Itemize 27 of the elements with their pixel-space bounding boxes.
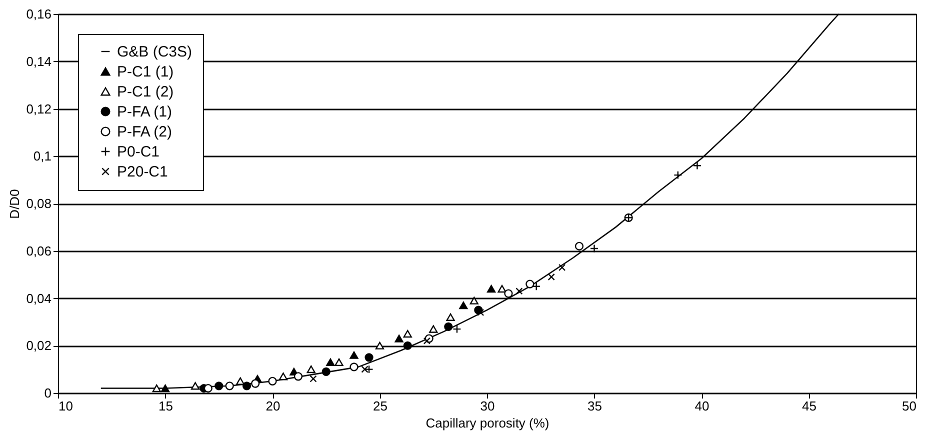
x-tick-label: 10 bbox=[58, 398, 73, 414]
legend-label: G&B (C3S) bbox=[117, 44, 192, 60]
y-tick-label: 0,14 bbox=[26, 54, 52, 69]
y-tick-label: 0,12 bbox=[26, 101, 52, 116]
y-tick-label: 0,1 bbox=[33, 148, 52, 164]
legend-label: P20-C1 bbox=[117, 164, 168, 180]
x-tick-label: 25 bbox=[373, 398, 388, 414]
x-tick-label: 20 bbox=[266, 398, 280, 414]
x-tick-label: 40 bbox=[694, 398, 710, 414]
y-tick-label: 0,08 bbox=[26, 196, 52, 211]
y-tick-label: 0,16 bbox=[26, 6, 52, 22]
x-tick-label: 35 bbox=[588, 398, 602, 414]
legend-label: P-C1 (2) bbox=[117, 84, 174, 100]
y-axis-title: D/D0 bbox=[7, 189, 22, 219]
legend-label: P0-C1 bbox=[117, 144, 160, 160]
legend-label: P-C1 (1) bbox=[117, 64, 174, 80]
legend-label: P-FA (2) bbox=[117, 124, 172, 140]
x-axis-title: Capillary porosity (%) bbox=[426, 416, 550, 430]
x-tick-label: 15 bbox=[158, 398, 173, 414]
y-tick-label: 0 bbox=[44, 386, 52, 400]
x-tick-label: 45 bbox=[802, 398, 816, 414]
y-tick-label: 0,06 bbox=[26, 243, 52, 258]
x-tick-label: 50 bbox=[902, 398, 916, 414]
legend-label: P-FA (1) bbox=[117, 104, 172, 120]
x-tick-label: 30 bbox=[480, 398, 495, 414]
y-tick-label: 0,02 bbox=[26, 338, 52, 354]
y-tick-label: 0,04 bbox=[26, 290, 52, 306]
